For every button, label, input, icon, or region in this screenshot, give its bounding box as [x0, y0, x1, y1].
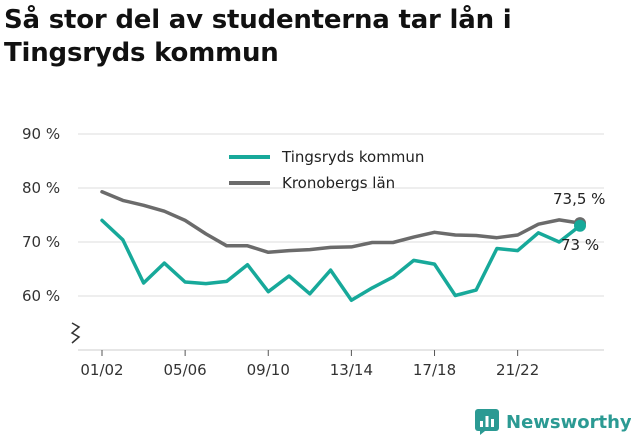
title-line-2: Tingsryds kommun [4, 38, 279, 68]
series-lines [100, 190, 586, 303]
title-line-1: Så stor del av studenterna tar lån i [4, 5, 512, 35]
end-labels: 73,5 % 73 % [553, 190, 605, 254]
end-point-tingsryd [574, 219, 586, 232]
y-tick-label: 80 % [22, 179, 60, 197]
series-line-tingsryd [100, 218, 582, 303]
gridlines [78, 133, 604, 297]
x-tick-label: 21/22 [496, 361, 539, 379]
y-tick-label: 60 % [22, 287, 60, 305]
legend-item-kronoberg-label: Kronobergs län [282, 174, 395, 192]
brand-name: Newsworthy [506, 411, 631, 433]
legend-item-tingsryd-label: Tingsryds kommun [281, 148, 424, 166]
x-tick-label: 13/14 [330, 361, 373, 379]
x-tick-label: 05/06 [164, 361, 207, 379]
chart-title: Så stor del av studenterna tar lån i Tin… [4, 4, 624, 70]
axis-break-icon [70, 322, 81, 344]
end-label-tingsryd: 73 % [561, 236, 599, 254]
end-label-kronoberg: 73,5 % [553, 190, 605, 208]
newsworthy-logo: Newsworthy [475, 407, 631, 437]
axes: 60 % 70 % 80 % 90 % 01/02 05/06 09/10 13/14 17/1… [22, 125, 604, 379]
legend: Tingsryds kommun Kronobergs län [229, 148, 424, 192]
x-tick-label: 01/02 [80, 361, 123, 379]
y-tick-label: 90 % [22, 125, 60, 143]
series-line-kronoberg [100, 190, 582, 255]
newsworthy-logo-icon [475, 409, 499, 435]
x-tick-label: 17/18 [413, 361, 456, 379]
x-tick-label: 09/10 [247, 361, 290, 379]
y-tick-label: 70 % [22, 233, 60, 251]
